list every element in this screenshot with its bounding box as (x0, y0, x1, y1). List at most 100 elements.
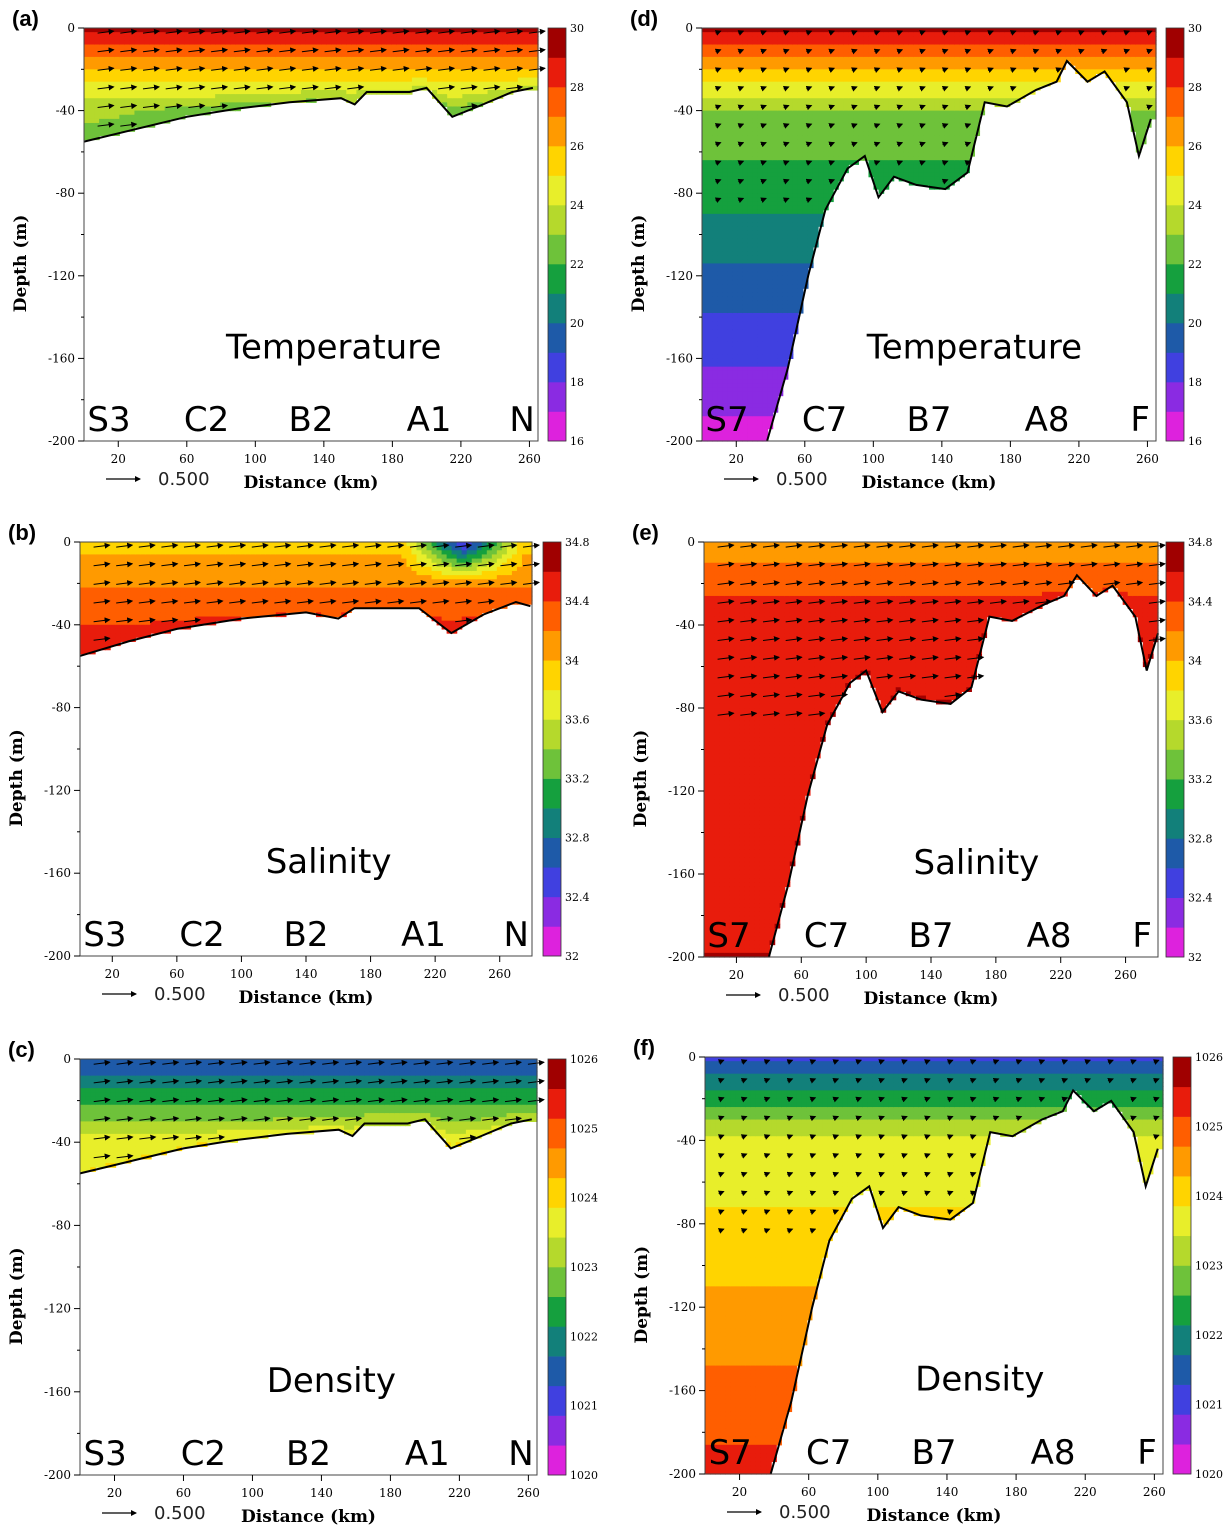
field-cell (391, 40, 398, 46)
y-tick-label: -160 (48, 351, 75, 365)
field-cell (457, 81, 463, 87)
field-cell (354, 1075, 360, 1081)
field-cell (186, 1108, 193, 1114)
field-cell (169, 110, 176, 116)
field-cell (298, 1125, 305, 1131)
field-cell (300, 542, 307, 547)
field-cell (331, 566, 337, 572)
field-cell (467, 36, 474, 41)
velocity-arrow (206, 561, 224, 568)
field-cell (336, 558, 342, 564)
field-cell (416, 28, 423, 33)
field-cell (210, 566, 217, 572)
field-cell (110, 1067, 117, 1073)
velocity-arrow (165, 65, 183, 72)
field-cell (125, 554, 131, 560)
field-cell (100, 1096, 106, 1102)
field-cell (84, 122, 90, 128)
field-cell (472, 61, 479, 66)
field-cell (90, 604, 96, 609)
field-cell (371, 579, 377, 584)
field-cell (174, 48, 181, 54)
field-cell (144, 94, 151, 99)
field-cell (318, 1088, 325, 1093)
field-cell (140, 616, 146, 622)
field-cell (100, 1092, 106, 1098)
field-cell (265, 546, 272, 551)
field-cell (457, 106, 463, 112)
field-cell (316, 69, 322, 75)
field-cell (247, 1113, 254, 1118)
field-cell (125, 1104, 132, 1110)
field-cell (452, 36, 458, 41)
field-cell (511, 583, 518, 589)
field-cell (134, 118, 141, 124)
field-cell (125, 558, 131, 564)
field-cell (265, 587, 272, 593)
field-cell (361, 579, 367, 584)
field-cell (90, 1154, 96, 1160)
field-cell (84, 85, 90, 91)
field-cell (308, 1092, 315, 1098)
field-cell (100, 1075, 106, 1081)
field-cell (114, 81, 120, 87)
field-cell (311, 604, 317, 609)
field-cell (171, 1092, 178, 1098)
velocity-arrow (211, 28, 229, 35)
field-cell (89, 56, 95, 62)
field-cell (140, 550, 146, 556)
field-cell (275, 98, 282, 103)
field-cell (220, 56, 226, 62)
field-cell (308, 1075, 315, 1081)
field-cell (260, 52, 267, 58)
field-cell (130, 1063, 137, 1068)
field-cell (432, 61, 438, 66)
field-cell (190, 591, 197, 597)
field-cell (411, 77, 418, 83)
field-cell (280, 44, 287, 50)
field-cell (164, 61, 171, 66)
field-cell (149, 56, 156, 62)
x-axis-title: Distance (km) (244, 473, 379, 493)
field-cell (139, 81, 146, 87)
field-cell (356, 579, 362, 584)
field-cell (326, 608, 332, 613)
field-cell (288, 1083, 294, 1089)
field-cell (250, 98, 257, 103)
field-cell (190, 612, 197, 618)
field-cell (115, 591, 121, 597)
field-cell (526, 546, 533, 551)
field-cell (176, 1071, 183, 1077)
field-cell (99, 106, 105, 112)
field-cell (190, 608, 197, 613)
field-cell (381, 40, 388, 46)
field-cell (379, 1088, 386, 1093)
field-cell (371, 36, 378, 41)
field-cell (210, 61, 216, 66)
field-cell (212, 1108, 218, 1114)
field-cell (85, 1167, 91, 1172)
field-cell (105, 583, 111, 589)
field-cell (386, 48, 393, 54)
field-cell (242, 1113, 249, 1118)
field-cell (318, 1059, 325, 1064)
field-cell (323, 1096, 330, 1102)
field-cell (346, 583, 352, 589)
field-cell (472, 56, 479, 62)
field-cell (85, 1129, 91, 1135)
field-cell (140, 554, 146, 560)
field-cell (161, 1071, 167, 1077)
field-cell (308, 1125, 315, 1131)
field-cell (262, 1129, 269, 1135)
field-cell (145, 583, 151, 589)
field-cell (205, 616, 212, 622)
field-cell (146, 1108, 152, 1114)
field-cell (285, 56, 292, 62)
field-cell (230, 570, 237, 576)
field-cell (166, 1083, 172, 1089)
field-cell (179, 102, 186, 108)
field-cell (90, 1113, 96, 1118)
field-cell (447, 32, 453, 37)
field-cell (120, 1158, 127, 1164)
field-cell (346, 61, 352, 66)
